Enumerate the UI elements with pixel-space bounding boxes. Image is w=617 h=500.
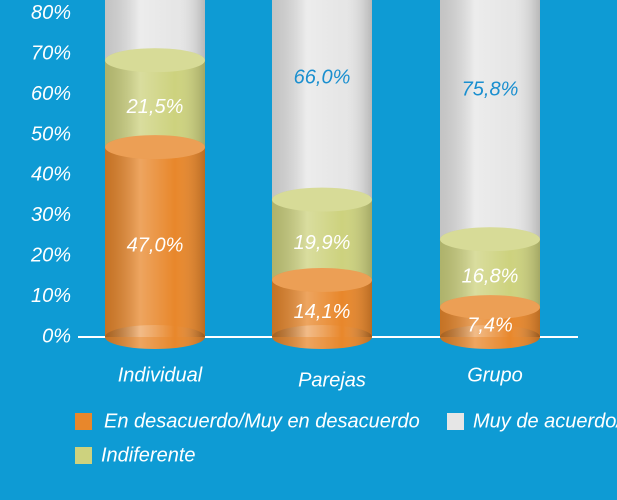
value-label: 7,4% (467, 314, 513, 336)
x-tick-label: Individual (118, 364, 203, 386)
value-label: 19,9% (294, 232, 351, 254)
cylinder-cap-light (440, 227, 540, 252)
value-label: 16,8% (462, 265, 519, 287)
y-tick-label: 30% (31, 204, 71, 226)
cylinder-bottom-shade (440, 325, 540, 349)
cylinder-bottom-shade (272, 325, 372, 349)
cylinder-shade (105, 60, 205, 148)
value-label: 66,0% (294, 66, 351, 88)
value-label: 14,1% (294, 301, 351, 323)
x-tick-label: Grupo (467, 364, 523, 386)
y-tick-label: 10% (31, 285, 71, 307)
cylinder-cap (105, 48, 205, 73)
legend-swatch (75, 447, 92, 464)
value-label: 47,0% (127, 234, 184, 256)
cylinder-cap-light (272, 187, 372, 212)
y-tick-label: 70% (31, 42, 71, 64)
y-tick-label: 50% (31, 123, 71, 145)
cylinder-cap-light (105, 135, 205, 160)
cylinder-cap (272, 268, 372, 293)
y-tick-label: 0% (42, 325, 71, 347)
y-tick-label: 20% (30, 244, 71, 266)
cylinder-cap-light (440, 295, 540, 320)
legend-swatch (447, 413, 464, 430)
y-tick-label: 60% (31, 83, 71, 105)
value-label: 21,5% (126, 96, 184, 118)
y-tick-label: 40% (31, 164, 71, 186)
cylinder-bottom-shade (105, 325, 205, 349)
legend-label: En desacuerdo/Muy en desacuerdo (104, 410, 420, 432)
cylinder-cap (272, 187, 372, 212)
legend-label: Indiferente (101, 444, 196, 466)
cylinder-shade (272, 199, 372, 281)
y-tick-label: 80% (31, 2, 71, 24)
legend-label: Muy de acuerdo/De acuerdo (473, 410, 617, 432)
cylinder-cap-light (272, 268, 372, 293)
cylinder-shade (272, 0, 372, 200)
cylinder-shade (440, 0, 540, 240)
legend-swatch (75, 413, 92, 430)
value-label: 75,8% (462, 78, 519, 100)
cylinder-cap (440, 227, 540, 252)
cylinder-cap (440, 295, 540, 320)
cylinder-cap (105, 135, 205, 160)
cylinder-cap-light (105, 48, 205, 73)
x-tick-label: Parejas (298, 369, 366, 391)
cylinder-shade (105, 147, 205, 337)
